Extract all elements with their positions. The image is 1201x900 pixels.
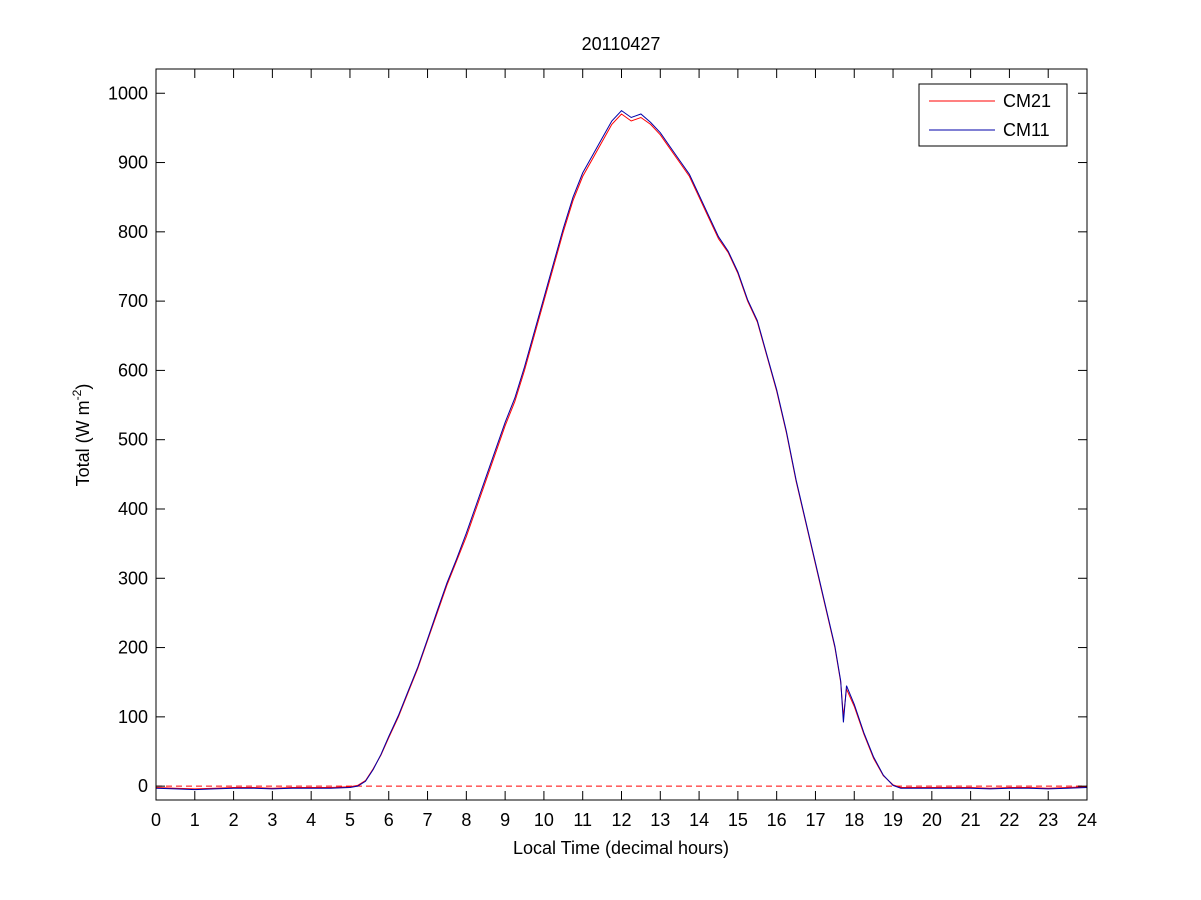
x-tick-label: 7	[423, 810, 433, 830]
x-tick-label: 16	[767, 810, 787, 830]
y-tick-label: 900	[118, 153, 148, 173]
y-tick-label: 0	[138, 776, 148, 796]
legend-label-cm11: CM11	[1003, 120, 1050, 140]
x-tick-label: 12	[611, 810, 631, 830]
y-tick-label: 500	[118, 430, 148, 450]
x-tick-label: 11	[573, 810, 592, 830]
x-tick-label: 8	[461, 810, 471, 830]
y-tick-label: 1000	[108, 83, 148, 103]
x-axis: 0 1 2 3 4 5 6 7 8 9 10 11 12 13 14 15 16 17 18 19 20 21 22 23 24	[151, 69, 1097, 830]
y-tick-label: 100	[118, 707, 148, 727]
x-tick-label: 9	[500, 810, 510, 830]
y-tick-label: 400	[118, 499, 148, 519]
legend: CM21 CM11	[918, 83, 1068, 147]
y-axis-label-base: Total (W m	[73, 400, 93, 486]
x-tick-label: 18	[844, 810, 864, 830]
series-line-cm21	[155, 113, 1088, 790]
x-tick-label: 13	[650, 810, 670, 830]
y-tick-label: 600	[118, 360, 148, 380]
y-axis-label-close: )	[73, 384, 93, 390]
x-tick-label: 23	[1038, 810, 1058, 830]
x-tick-label: 1	[190, 810, 200, 830]
x-tick-label: 4	[306, 810, 316, 830]
y-tick-label: 800	[118, 222, 148, 242]
x-tick-label: 5	[345, 810, 355, 830]
y-tick-label: 300	[118, 568, 148, 588]
x-tick-label: 6	[384, 810, 394, 830]
x-tick-label: 22	[999, 810, 1019, 830]
x-tick-label: 15	[728, 810, 748, 830]
x-tick-label: 2	[229, 810, 239, 830]
series-line-cm11	[155, 109, 1088, 791]
y-axis-label: Total (W m-2)	[70, 384, 93, 487]
x-tick-label: 10	[534, 810, 554, 830]
x-tick-label: 19	[883, 810, 903, 830]
x-axis-label: Local Time (decimal hours)	[513, 838, 729, 858]
y-tick-label: 200	[118, 638, 148, 658]
y-axis-label-superscript: -2	[70, 389, 84, 400]
x-tick-label: 14	[689, 810, 709, 830]
series-layer	[155, 109, 1088, 791]
legend-box	[918, 83, 1068, 147]
x-tick-label: 3	[267, 810, 277, 830]
x-tick-label: 20	[922, 810, 942, 830]
x-tick-label: 24	[1077, 810, 1097, 830]
x-tick-label: 17	[805, 810, 825, 830]
chart-title: 20110427	[582, 34, 661, 54]
plot-area-frame	[155, 68, 1088, 801]
y-axis: 0 100 200 300 400 500 600 700 800 900 1000	[108, 83, 1087, 796]
legend-label-cm21: CM21	[1003, 91, 1051, 111]
y-tick-label: 700	[118, 291, 148, 311]
x-tick-label: 0	[151, 810, 161, 830]
x-tick-label: 21	[961, 810, 981, 830]
